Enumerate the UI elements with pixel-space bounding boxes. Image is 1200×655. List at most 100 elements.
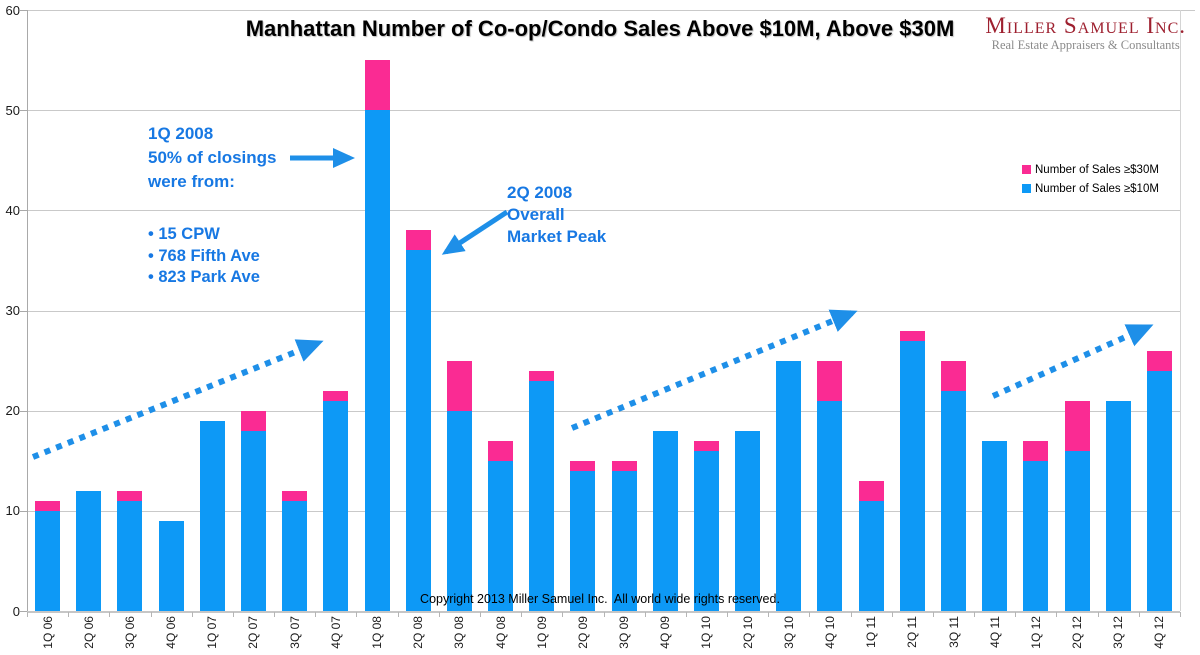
x-axis-label: 3Q 09	[617, 616, 632, 649]
y-axis-label: 0	[12, 603, 20, 619]
bar-segment-above-10m	[693, 450, 719, 611]
bar-4q-06	[158, 520, 184, 611]
gridline	[27, 10, 1195, 11]
x-axis-tick	[685, 612, 687, 617]
x-axis-label: 3Q 06	[122, 616, 137, 649]
bar-2q-09	[570, 460, 596, 611]
legend-swatch-pink	[1022, 165, 1031, 174]
x-axis-tick	[232, 612, 234, 617]
bar-4q-12	[1146, 350, 1172, 611]
annotation-2q2008-peak: 2Q 2008 Overall Market Peak	[507, 182, 606, 248]
bar-4q-07	[323, 390, 349, 611]
bar-segment-above-30m	[1146, 350, 1172, 371]
annotation-line: 2Q 2008	[507, 183, 573, 202]
trend-arrow-2011-2012	[991, 324, 1154, 399]
bar-segment-above-10m	[282, 500, 308, 611]
annotation-bullet: • 823 Park Ave	[148, 268, 260, 286]
annotation-line: were from:	[148, 172, 235, 191]
x-axis-tick	[1056, 612, 1058, 617]
bar-segment-above-30m	[282, 490, 308, 501]
x-axis-label: 2Q 10	[740, 616, 755, 649]
legend-label-10m: Number of Sales ≥$10M	[1035, 182, 1159, 195]
bar-2q-06	[76, 490, 102, 611]
callout-arrow-2q2008	[441, 209, 509, 255]
x-axis-tick	[150, 612, 152, 617]
x-axis-label: 2Q 07	[246, 616, 261, 649]
bar-segment-above-30m	[323, 390, 349, 401]
y-axis-tick	[20, 10, 27, 11]
bar-segment-above-10m	[76, 490, 102, 611]
bar-segment-above-30m	[35, 500, 61, 511]
bar-1q-10	[693, 440, 719, 611]
bar-segment-above-30m	[941, 360, 967, 391]
bar-segment-above-10m	[1105, 400, 1131, 611]
x-axis-label: 2Q 09	[575, 616, 590, 649]
annotation-building-list: • 15 CPW • 768 Fifth Ave • 823 Park Ave	[148, 224, 260, 289]
y-axis-tick	[20, 210, 27, 212]
bar-2q-10	[735, 430, 761, 611]
bar-segment-above-10m	[364, 110, 390, 611]
x-axis-label: 3Q 11	[946, 616, 961, 648]
bar-segment-above-10m	[776, 360, 802, 611]
bar-3q-08	[446, 360, 472, 611]
bar-segment-above-30m	[858, 480, 884, 501]
bar-segment-above-10m	[199, 420, 225, 611]
gridline	[27, 410, 1180, 412]
bar-4q-08	[488, 440, 514, 611]
bar-segment-above-10m	[158, 520, 184, 611]
logo-tagline: Real Estate Appraisers & Consultants	[991, 38, 1180, 52]
x-axis-label: 1Q 09	[534, 616, 549, 649]
x-axis-tick	[603, 612, 605, 617]
bar-segment-above-10m	[323, 400, 349, 611]
bar-segment-above-30m	[1064, 400, 1090, 451]
y-axis	[27, 10, 28, 616]
x-axis-tick	[1180, 612, 1181, 617]
bar-4q-11	[982, 440, 1008, 611]
x-axis-tick	[809, 612, 811, 617]
chart-legend: Number of Sales ≥$30M Number of Sales ≥$…	[1022, 160, 1159, 198]
x-axis-label: 4Q 07	[328, 616, 343, 649]
y-axis-tick	[20, 410, 27, 412]
legend-item-10m: Number of Sales ≥$10M	[1022, 179, 1159, 198]
bar-segment-above-10m	[488, 460, 514, 611]
x-axis-label: 4Q 09	[658, 616, 673, 649]
x-axis-tick	[562, 612, 564, 617]
bar-segment-above-10m	[858, 500, 884, 611]
x-axis-label: 4Q 11	[987, 616, 1002, 648]
x-axis-label: 2Q 08	[411, 616, 426, 649]
y-axis-label: 30	[5, 303, 20, 318]
bar-1q-11	[858, 480, 884, 611]
x-axis-tick	[768, 612, 770, 617]
x-axis-label: 1Q 10	[699, 616, 714, 649]
bar-segment-above-30m	[611, 460, 637, 471]
x-axis-tick	[479, 612, 481, 617]
bar-segment-above-10m	[405, 250, 431, 611]
bar-1q-12	[1023, 440, 1049, 611]
bar-segment-above-10m	[652, 430, 678, 611]
x-axis-label: 1Q 12	[1028, 616, 1043, 649]
x-axis-tick	[356, 612, 358, 617]
bar-1q-06	[35, 500, 61, 611]
bar-segment-above-30m	[1023, 440, 1049, 461]
legend-swatch-blue	[1022, 184, 1031, 193]
bar-segment-above-30m	[117, 490, 143, 501]
y-axis-label: 20	[5, 403, 20, 419]
bar-segment-above-30m	[488, 440, 514, 461]
bar-segment-above-30m	[364, 60, 390, 111]
bar-3q-06	[117, 490, 143, 611]
gridline	[27, 310, 1180, 312]
x-axis-tick	[891, 612, 893, 617]
x-axis-label: 2Q 06	[81, 616, 96, 649]
x-axis-tick	[850, 612, 852, 617]
x-axis-tick	[191, 612, 193, 617]
x-axis-label: 3Q 12	[1111, 616, 1126, 649]
bar-1q-08	[364, 60, 390, 611]
x-axis-tick	[438, 612, 440, 617]
annotation-line: 50% of closings	[148, 148, 277, 167]
annotation-line: Overall	[507, 205, 565, 224]
x-axis-tick	[974, 612, 976, 617]
x-axis-label: 4Q 10	[822, 616, 837, 649]
bar-segment-above-30m	[240, 410, 266, 431]
bar-segment-above-10m	[529, 380, 555, 611]
